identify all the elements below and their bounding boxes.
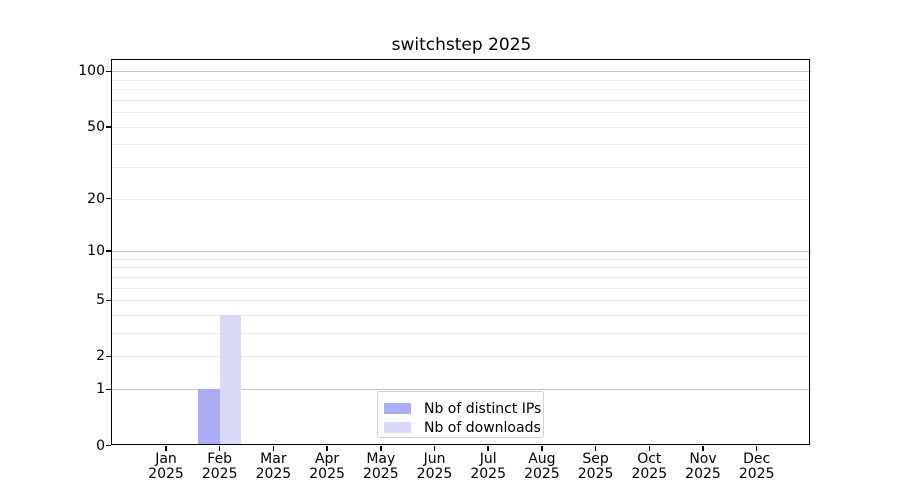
x-tick-year: 2025 <box>470 466 506 482</box>
x-tick-month: Jun <box>423 451 446 467</box>
y-axis-tick-label: 5 <box>96 292 105 309</box>
legend-swatch-downloads <box>384 422 411 433</box>
x-axis-tick-label: Jan 2025 <box>134 452 198 482</box>
minor-gridline <box>112 333 811 335</box>
x-tick-year: 2025 <box>524 466 560 482</box>
minor-gridline <box>112 167 811 169</box>
x-tick-year: 2025 <box>416 466 453 482</box>
x-tick-month: Sep <box>582 451 609 467</box>
minor-gridline <box>112 315 811 317</box>
minor-gridline <box>112 356 811 358</box>
x-axis-tick-label: Jun 2025 <box>403 452 467 482</box>
x-tick-month: Oct <box>637 451 662 467</box>
x-axis-tick <box>648 445 651 451</box>
x-tick-year: 2025 <box>309 466 345 482</box>
x-axis-tick <box>594 445 597 451</box>
x-tick-year: 2025 <box>148 466 184 482</box>
x-axis-tick <box>433 445 436 451</box>
x-tick-month: Mar <box>260 451 287 467</box>
major-gridline <box>112 389 811 391</box>
x-axis-tick-label: May 2025 <box>349 452 413 482</box>
y-axis-tick-label: 10 <box>87 243 105 260</box>
y-axis-tick-label: 2 <box>96 348 105 365</box>
minor-gridline <box>112 276 811 278</box>
x-tick-year: 2025 <box>631 466 668 482</box>
x-axis-tick <box>326 445 328 451</box>
x-tick-month: Nov <box>689 451 717 467</box>
x-axis-tick <box>165 445 167 451</box>
y-axis-tick-label: 0 <box>96 437 105 454</box>
x-tick-year: 2025 <box>362 466 399 482</box>
y-axis-tick <box>106 355 111 358</box>
y-axis-tick <box>106 444 111 447</box>
y-axis-tick-label: 100 <box>78 63 105 80</box>
x-axis-tick <box>702 445 704 451</box>
x-tick-month: Dec <box>743 451 771 467</box>
x-axis-tick <box>218 445 221 451</box>
y-axis-tick <box>106 299 111 302</box>
x-tick-year: 2025 <box>255 466 292 482</box>
x-tick-year: 2025 <box>738 466 775 482</box>
y-axis-tick <box>106 126 111 128</box>
y-axis-tick <box>106 250 111 252</box>
minor-gridline <box>112 267 811 269</box>
x-tick-year: 2025 <box>577 466 614 482</box>
x-axis-tick <box>755 445 758 451</box>
x-axis-tick-label: Sep 2025 <box>564 452 628 482</box>
major-gridline <box>112 71 811 73</box>
legend-label-distinct-ips: Nb of distinct IPs <box>424 400 542 417</box>
minor-gridline <box>112 287 811 289</box>
x-axis-tick <box>487 445 489 451</box>
minor-gridline <box>112 89 811 91</box>
x-axis-tick-label: Feb 2025 <box>188 452 252 482</box>
y-axis-tick-label: 20 <box>87 190 105 207</box>
x-axis-tick-label: Apr 2025 <box>295 452 359 482</box>
x-axis-tick <box>380 445 382 451</box>
y-axis-tick <box>106 197 111 200</box>
x-tick-year: 2025 <box>685 466 721 482</box>
x-tick-month: Aug <box>528 451 556 467</box>
minor-gridline <box>112 79 811 81</box>
major-gridline <box>112 251 811 253</box>
legend: Nb of distinct IPs Nb of downloads <box>377 391 544 438</box>
legend-swatch-distinct-ips <box>384 403 411 414</box>
legend-item-distinct-ips: Nb of distinct IPs <box>384 399 543 418</box>
minor-gridline <box>112 300 811 302</box>
x-axis-tick <box>272 445 275 451</box>
minor-gridline <box>112 112 811 114</box>
y-axis-tick-label: 1 <box>96 381 105 398</box>
y-axis-tick <box>106 388 111 391</box>
x-axis-tick-label: Jul 2025 <box>456 452 520 482</box>
chart-title: switchstep 2025 <box>391 35 532 55</box>
x-axis-tick-label: Mar 2025 <box>241 452 305 482</box>
minor-gridline <box>112 99 811 101</box>
x-tick-month: Jul <box>479 451 497 467</box>
legend-label-downloads: Nb of downloads <box>424 419 541 436</box>
y-axis-tick <box>106 70 111 73</box>
x-axis-tick-label: Dec 2025 <box>725 452 789 482</box>
minor-gridline <box>112 258 811 260</box>
x-tick-month: Feb <box>207 451 233 467</box>
y-axis-tick-label: 50 <box>87 118 105 135</box>
x-axis-tick-label: Nov 2025 <box>671 452 735 482</box>
x-tick-year: 2025 <box>201 466 238 482</box>
minor-gridline <box>112 198 811 200</box>
x-axis-tick <box>541 445 543 451</box>
minor-gridline <box>112 126 811 128</box>
x-tick-month: Apr <box>314 451 340 467</box>
bar-nb-of-distinct-ips <box>198 389 220 446</box>
x-axis-tick-label: Aug 2025 <box>510 452 574 482</box>
bar-nb-of-downloads <box>219 315 242 446</box>
minor-gridline <box>112 144 811 146</box>
legend-item-downloads: Nb of downloads <box>384 418 543 437</box>
x-tick-month: May <box>366 451 396 467</box>
x-axis-tick-label: Oct 2025 <box>617 452 681 482</box>
x-tick-month: Jan <box>155 451 177 467</box>
